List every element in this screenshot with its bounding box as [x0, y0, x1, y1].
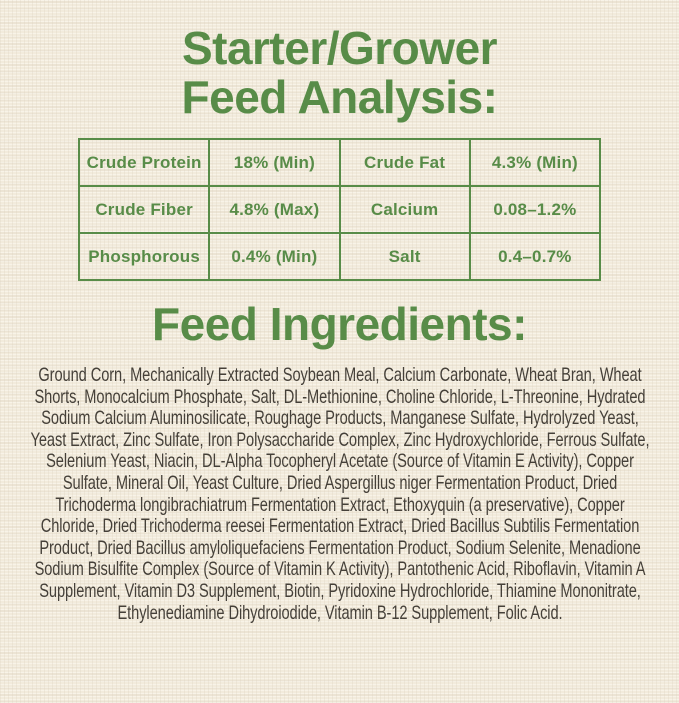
title-line-1: Starter/Grower — [181, 22, 498, 74]
nutrient-value: 18% (Min) — [208, 138, 341, 187]
table-row: Phosphorous 0.4% (Min) Salt 0.4–0.7% — [77, 232, 602, 281]
page-title: Starter/Grower Feed Analysis: — [0, 24, 679, 122]
nutrient-value: 4.3% (Min) — [468, 138, 602, 187]
nutrient-value: 0.08–1.2% — [468, 185, 602, 234]
nutrient-label: Calcium — [338, 185, 471, 234]
analysis-table: Crude Protein 18% (Min) Crude Fat 4.3% (… — [77, 138, 602, 281]
nutrient-label: Salt — [338, 232, 471, 281]
feed-label-page: { "theme": { "accent_green": "#588c48", … — [0, 24, 679, 703]
table-row: Crude Protein 18% (Min) Crude Fat 4.3% (… — [77, 138, 602, 187]
nutrient-value: 0.4–0.7% — [468, 232, 602, 281]
ingredients-text: Ground Corn, Mechanically Extracted Soyb… — [30, 364, 649, 624]
nutrient-label: Crude Fat — [338, 138, 471, 187]
table-row: Crude Fiber 4.8% (Max) Calcium 0.08–1.2% — [77, 185, 602, 234]
ingredients-heading: Feed Ingredients: — [152, 298, 527, 350]
nutrient-label: Phosphorous — [77, 232, 211, 281]
nutrient-label: Crude Fiber — [77, 185, 211, 234]
nutrient-value: 0.4% (Min) — [208, 232, 341, 281]
nutrient-label: Crude Protein — [77, 138, 211, 187]
label-panel: Starter/Grower Feed Analysis: Crude Prot… — [0, 24, 679, 703]
title-line-2: Feed Analysis: — [181, 71, 498, 123]
nutrient-value: 4.8% (Max) — [208, 185, 341, 234]
